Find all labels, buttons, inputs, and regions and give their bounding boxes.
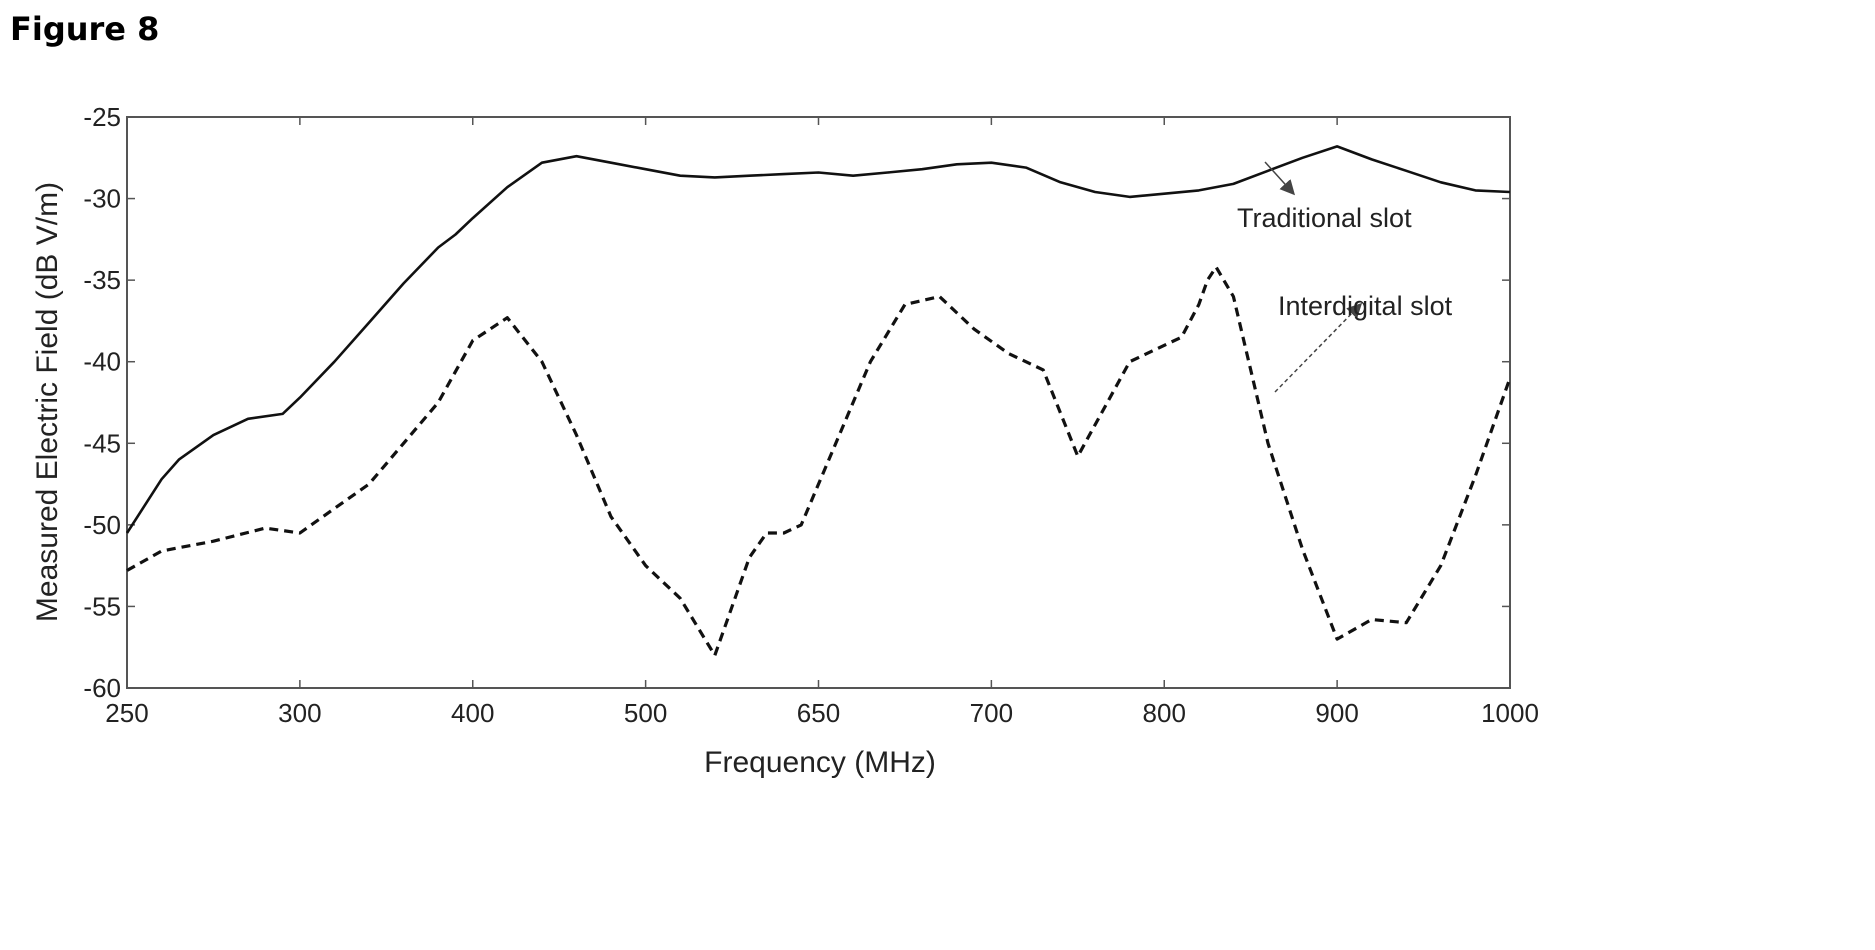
y-tick-label: -50 [83,510,121,540]
x-tick-labels: 250 300 400 500 650 700 800 900 1000 [105,698,1539,728]
x-axis-title: Frequency (MHz) [704,746,936,779]
series-layer [125,145,1512,658]
y-tick-label: -40 [83,347,121,377]
traditional-slot-label: Traditional slot [1237,203,1412,233]
x-tick-label: 1000 [1481,698,1539,728]
x-tick-label: 650 [797,698,840,728]
interdigital-slot-arrow [1274,302,1363,393]
x-tick-label: 800 [1143,698,1186,728]
y-tick-label: -55 [83,591,121,621]
x-tick-label: 500 [624,698,667,728]
y-tick-label: -35 [83,265,121,295]
y-tick-labels: -25 -30 -35 -40 -45 -50 -55 -60 [83,102,121,703]
figure-title: Figure 8 [10,10,160,48]
x-tick-label: 700 [970,698,1013,728]
y-tick-label: -45 [83,428,121,458]
y-tick-label: -25 [83,102,121,132]
y-tick-label: -30 [83,184,121,214]
interdigital-slot-line [126,265,1512,658]
traditional-slot-arrow [1264,161,1296,196]
y-axis-title: Measured Electric Field (dB V/m) [31,182,64,622]
x-tick-label: 900 [1315,698,1358,728]
axis-ticks [126,116,1511,689]
traditional-slot-line [125,145,1511,534]
interdigital-slot-label: Interdigital slot [1278,291,1453,321]
x-tick-label: 400 [451,698,494,728]
x-tick-label: 300 [278,698,321,728]
y-tick-label: -60 [83,673,121,703]
x-tick-label: 250 [105,698,148,728]
